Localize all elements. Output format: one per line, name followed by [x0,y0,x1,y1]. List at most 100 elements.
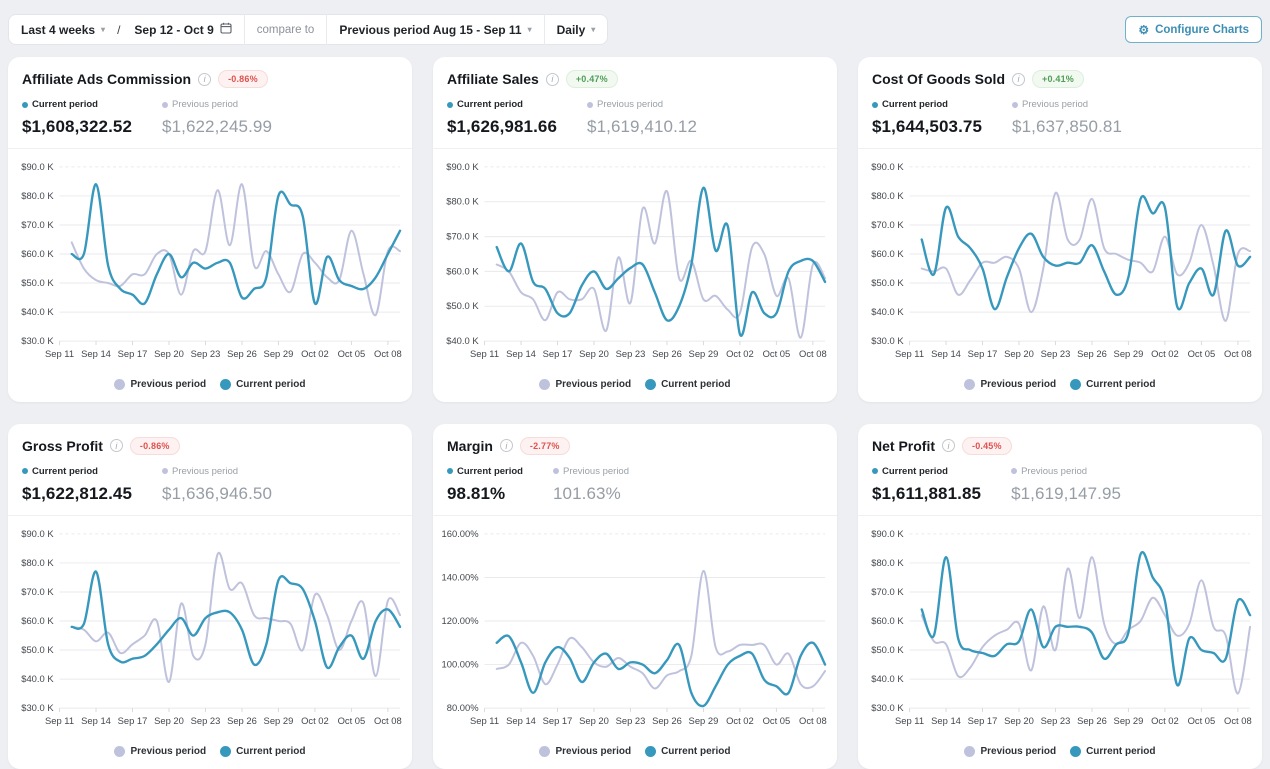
svg-text:Sep 29: Sep 29 [1114,348,1144,359]
svg-text:$70.0 K: $70.0 K [446,231,479,242]
chevron-down-icon: ▾ [591,24,596,34]
svg-text:Sep 26: Sep 26 [227,715,257,726]
svg-text:$40.0 K: $40.0 K [446,335,479,346]
svg-text:$80.0 K: $80.0 K [871,557,904,568]
previous-period-dot [162,468,169,475]
change-badge: -0.86% [218,70,268,88]
svg-text:$70.0 K: $70.0 K [21,586,54,597]
previous-period-label: Previous period [130,378,207,390]
info-icon[interactable]: i [198,72,212,86]
svg-text:$60.0 K: $60.0 K [871,615,904,626]
svg-text:$30.0 K: $30.0 K [871,702,904,713]
previous-value: $1,636,946.50 [162,483,273,503]
svg-text:Sep 14: Sep 14 [931,715,961,726]
current-period-label: Current period [1086,745,1156,757]
svg-text:$40.0 K: $40.0 K [21,673,54,684]
info-icon[interactable]: i [545,72,559,86]
metric-card-cost-of-goods-sold: Cost Of Goods Sold i +0.41% Current peri… [858,57,1262,402]
range-separator: / [117,22,121,37]
card-title: Net Profit [872,437,935,454]
svg-text:$50.0 K: $50.0 K [871,277,904,288]
metric-card-affiliate-sales: Affiliate Sales i +0.47% Current period … [433,57,837,402]
current-period-dot [872,101,878,108]
svg-text:Oct 08: Oct 08 [374,348,402,359]
previous-period-dot [1012,101,1019,108]
previous-period-dot [162,101,169,108]
svg-text:Sep 17: Sep 17 [968,348,998,359]
svg-text:$50.0 K: $50.0 K [871,644,904,655]
card-header: Net Profit i -0.45% Current period $1,61… [858,424,1262,515]
current-value: $1,622,812.45 [22,483,133,503]
line-chart[interactable]: $90.0 K $80.0 K $70.0 K $60.0 K $50.0 K $40.0… [14,524,406,744]
current-value: $1,644,503.75 [872,117,983,136]
divider [858,148,1262,149]
svg-text:$30.0 K: $30.0 K [871,335,904,346]
info-icon[interactable]: i [499,439,513,453]
svg-text:$50.0 K: $50.0 K [446,300,479,311]
svg-text:80.00%: 80.00% [447,702,479,713]
svg-text:Sep 14: Sep 14 [506,715,536,726]
card-header: Margin i -2.77% Current period 98.81% Pr… [433,424,837,515]
svg-text:Oct 05: Oct 05 [1188,348,1216,359]
svg-text:Sep 14: Sep 14 [81,348,111,359]
current-value: $1,608,322.52 [22,117,133,136]
svg-text:Sep 11: Sep 11 [895,348,924,359]
calendar-icon [220,22,232,37]
line-chart[interactable]: $90.0 K $80.0 K $70.0 K $60.0 K $50.0 K $40.0… [864,524,1256,744]
svg-text:$90.0 K: $90.0 K [21,528,54,539]
card-title: Affiliate Ads Commission [22,71,192,87]
date-range-picker[interactable]: Sep 12 - Oct 9 [122,15,243,44]
svg-text:100.00%: 100.00% [442,658,480,669]
divider [433,514,837,516]
svg-text:Sep 17: Sep 17 [118,348,148,359]
previous-period-label: Previous period [980,378,1057,390]
svg-text:$40.0 K: $40.0 K [21,306,54,317]
info-icon[interactable]: i [1012,72,1025,86]
range-dropdown[interactable]: Last 4 weeks ▾ [9,15,117,44]
previous-period-dot [114,378,126,390]
current-period-label: Current period [882,99,948,110]
granularity-label: Daily [556,22,586,37]
svg-text:$30.0 K: $30.0 K [21,702,54,713]
previous-period-dot [964,378,976,390]
compare-period-dropdown[interactable]: Previous period Aug 15 - Sep 11 ▾ [327,15,543,44]
current-period-dot [22,468,28,475]
svg-text:Sep 20: Sep 20 [1004,715,1034,726]
previous-period-dot [552,468,559,475]
svg-text:$80.0 K: $80.0 K [446,196,479,207]
current-period-dot [22,101,28,108]
current-value: $1,626,981.66 [447,117,558,136]
configure-charts-button[interactable]: ⚙ Configure Charts [1125,16,1262,43]
current-period-label: Current period [236,378,306,390]
divider [858,514,1262,516]
svg-text:$90.0 K: $90.0 K [21,161,54,172]
info-icon[interactable]: i [109,439,123,453]
svg-text:Sep 29: Sep 29 [264,715,294,726]
change-badge: +0.41% [1032,70,1084,88]
current-period-label: Current period [1086,378,1156,390]
line-chart[interactable]: 160.00% 140.00% 120.00% 100.00% 80.00% Sep 11… [439,524,831,744]
previous-period-label: Previous period [1021,465,1088,477]
svg-text:120.00%: 120.00% [442,615,480,626]
current-value: 98.81% [447,483,506,503]
svg-text:Oct 02: Oct 02 [1151,348,1179,359]
card-header: Affiliate Sales i +0.47% Current period … [433,57,837,148]
line-chart[interactable]: $90.0 K $80.0 K $70.0 K $60.0 K $50.0 K $40.0… [439,157,831,377]
svg-text:$70.0 K: $70.0 K [871,586,904,597]
svg-text:Sep 20: Sep 20 [154,348,184,359]
svg-text:Oct 08: Oct 08 [1224,715,1252,726]
info-icon[interactable]: i [942,439,955,453]
granularity-dropdown[interactable]: Daily ▾ [545,15,608,44]
line-chart[interactable]: $90.0 K $80.0 K $70.0 K $60.0 K $50.0 K $40.0… [864,157,1256,377]
card-header: Gross Profit i -0.86% Current period $1,… [8,424,412,515]
svg-text:$90.0 K: $90.0 K [871,528,904,539]
metric-card-affiliate-ads-commission: Affiliate Ads Commission i -0.86% Curren… [8,57,412,402]
current-period-label: Current period [661,378,731,390]
card-title: Cost Of Goods Sold [872,71,1005,87]
svg-text:Sep 14: Sep 14 [931,348,961,359]
line-chart[interactable]: $90.0 K $80.0 K $70.0 K $60.0 K $50.0 K $40.0… [14,157,406,377]
current-period-dot [447,101,453,108]
svg-text:Sep 26: Sep 26 [227,348,257,359]
current-period-label: Current period [882,465,948,477]
previous-period-dot [587,101,594,108]
